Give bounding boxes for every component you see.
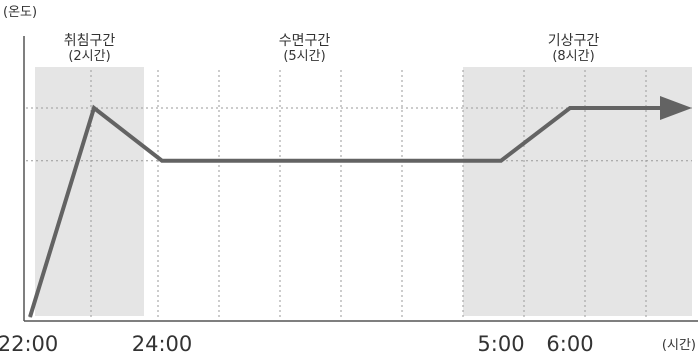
data-point-1	[29, 316, 31, 318]
y-axis-label: (온도)	[3, 5, 37, 20]
data-point-6	[659, 107, 661, 109]
axes-layer	[23, 36, 698, 322]
data-point-2	[93, 107, 95, 109]
temperature-line	[28, 104, 660, 318]
data-point-5	[569, 107, 571, 109]
series-layer	[28, 96, 692, 318]
x-tick-label-2: 24:00	[132, 332, 193, 355]
zone-duration-2: (5시간)	[283, 49, 325, 64]
data-point-4	[500, 160, 502, 162]
labels-layer: 취침구간(2시간) 수면구간(5시간) 기상구간(8시간) (온도) (시간) 22:00…	[0, 5, 696, 356]
series-arrow-head	[660, 96, 692, 120]
zone-duration-1: (2시간)	[68, 49, 110, 64]
zone-band-1	[35, 67, 144, 316]
x-tick-label-3: 5:00	[477, 332, 524, 355]
zone-duration-3: (8시간)	[552, 49, 594, 64]
x-axis-label: (시간)	[662, 338, 696, 353]
data-point-3	[161, 160, 163, 162]
x-tick-label-4: 6:00	[546, 332, 593, 355]
zone-title-3: 기상구간	[548, 33, 600, 49]
x-tick-label-1: 22:00	[0, 332, 58, 355]
zone-title-1: 취침구간	[64, 33, 116, 49]
zones-layer	[35, 67, 692, 316]
zone-band-3	[463, 67, 692, 316]
zone-title-2: 수면구간	[279, 33, 331, 49]
